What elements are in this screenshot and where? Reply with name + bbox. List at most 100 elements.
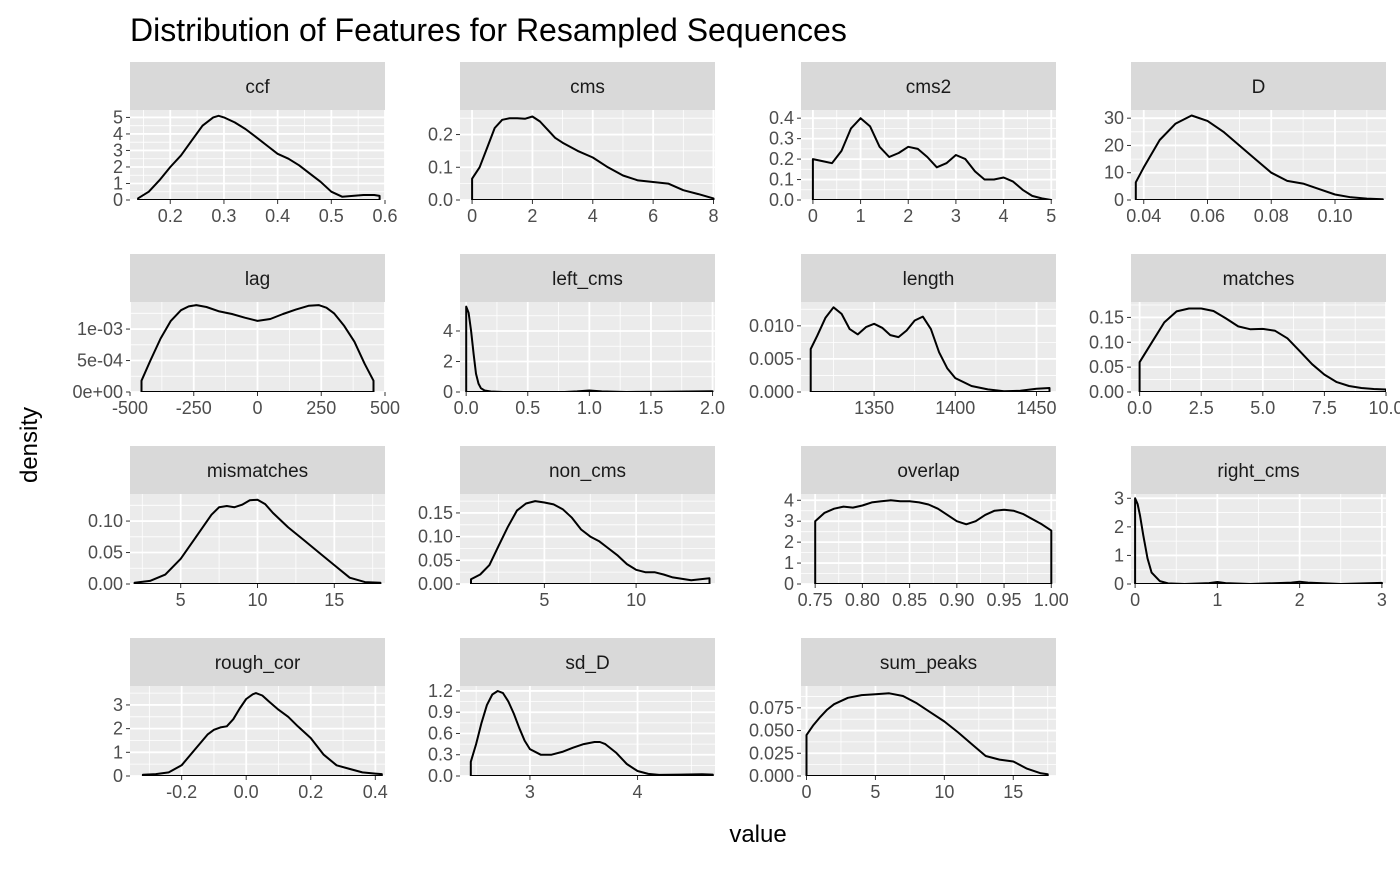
panel-content xyxy=(460,686,715,776)
y-tick-label: 0.10 xyxy=(418,527,453,547)
panel-background xyxy=(1131,302,1386,392)
x-tick-label: 0.6 xyxy=(372,206,397,226)
x-tick-label: 0.75 xyxy=(798,590,833,610)
y-tick-label: 0.15 xyxy=(418,503,453,523)
facet-panel-non-cms: non_cms 5 10 0.00 0.05 0.10 0.15 xyxy=(418,446,715,610)
density-curve xyxy=(471,115,715,200)
y-tick-label: 3 xyxy=(113,695,123,715)
facet-panel-right-cms: right_cms 0 1 2 3 0 1 2 3 xyxy=(1114,446,1387,610)
panel-background xyxy=(801,110,1056,200)
y-tick-label: 0.00 xyxy=(1089,382,1124,402)
density-curve xyxy=(141,692,383,776)
facet-strip xyxy=(801,62,1056,110)
x-tick-label: 15 xyxy=(1003,782,1023,802)
x-tick-label: 0.80 xyxy=(845,590,880,610)
x-tick-label: 10 xyxy=(247,590,267,610)
y-tick-label: 3 xyxy=(1114,488,1124,508)
x-tick-label: 3 xyxy=(1377,590,1387,610)
facet-strip-label: sum_peaks xyxy=(880,653,977,674)
x-tick-label: 1 xyxy=(1212,590,1222,610)
x-tick-label: 10 xyxy=(626,590,646,610)
y-tick-label: 30 xyxy=(1104,108,1124,128)
x-tick-label: 0 xyxy=(1130,590,1140,610)
facet-strip-label: D xyxy=(1252,77,1266,98)
facet-panel-D: D 0.04 0.06 0.08 0.10 0 10 20 30 xyxy=(1104,62,1386,226)
x-tick-label: 15 xyxy=(324,590,344,610)
panel-background xyxy=(460,686,715,776)
facet-strip xyxy=(130,254,385,302)
facet-strip xyxy=(801,254,1056,302)
x-tick-label: -250 xyxy=(176,398,212,418)
facet-strip-label: matches xyxy=(1223,269,1295,290)
x-tick-label: 1 xyxy=(856,206,866,226)
y-tick-label: 0.2 xyxy=(769,149,794,169)
facet-strip-label: cms xyxy=(570,77,605,98)
x-tick-label: 5 xyxy=(539,590,549,610)
y-tick-label: 0.0 xyxy=(428,190,453,210)
y-tick-label: 4 xyxy=(113,124,123,144)
x-tick-label: 0.0 xyxy=(1127,398,1152,418)
y-tick-label: 5e-04 xyxy=(77,351,123,371)
x-tick-label: 0 xyxy=(802,782,812,802)
facet-strip xyxy=(1131,62,1386,110)
y-tick-label: 1 xyxy=(1114,545,1124,565)
panel-content xyxy=(130,494,385,584)
panel-content xyxy=(130,302,385,392)
x-tick-label: 2.5 xyxy=(1189,398,1214,418)
x-tick-label: 1450 xyxy=(1016,398,1056,418)
x-tick-label: 10.0 xyxy=(1368,398,1400,418)
facet-panel-rough-cor: rough_cor -0.2 0.0 0.2 0.4 0 1 2 3 xyxy=(113,638,388,802)
density-curve xyxy=(470,500,711,584)
panel-background xyxy=(801,494,1056,584)
facet-strip-label: ccf xyxy=(245,77,270,98)
x-tick-label: 1350 xyxy=(854,398,894,418)
x-tick-label: 0 xyxy=(252,398,262,418)
y-tick-label: 0.00 xyxy=(88,574,123,594)
panel-content xyxy=(801,110,1056,200)
panel-content xyxy=(130,686,385,776)
y-tick-label: 0 xyxy=(113,190,123,210)
y-tick-label: 0.6 xyxy=(428,723,453,743)
x-tick-label: 1.00 xyxy=(1034,590,1069,610)
facet-strip-label: cms2 xyxy=(906,77,951,98)
y-tick-label: 10 xyxy=(1104,163,1124,183)
y-tick-label: 0.00 xyxy=(418,574,453,594)
y-tick-label: 2 xyxy=(443,351,453,371)
x-tick-label: 250 xyxy=(306,398,336,418)
density-curve xyxy=(809,306,1051,392)
y-tick-label: 0 xyxy=(1114,574,1124,594)
y-tick-label: 5 xyxy=(113,107,123,127)
y-tick-label: 1e-03 xyxy=(77,319,123,339)
x-tick-label: 0.10 xyxy=(1317,206,1352,226)
panel-content xyxy=(801,494,1056,584)
y-tick-label: 0.0 xyxy=(769,190,794,210)
facet-panel-matches: matches 0.0 2.5 5.0 7.5 10.0 0.00 0.05 0.10 0.15 xyxy=(1089,254,1400,418)
facet-strip xyxy=(801,638,1056,686)
y-tick-label: 4 xyxy=(443,321,453,341)
facet-strip xyxy=(460,638,715,686)
x-tick-label: 0.06 xyxy=(1190,206,1225,226)
y-tick-label: 0.010 xyxy=(749,316,794,336)
x-tick-label: 4 xyxy=(999,206,1009,226)
panel-content xyxy=(460,302,715,392)
facet-panel-length: length 1350 1400 1450 0.000 0.005 0.010 xyxy=(749,254,1057,418)
y-tick-label: 2 xyxy=(784,532,794,552)
density-curve xyxy=(1134,114,1384,200)
y-tick-label: 0.000 xyxy=(749,382,794,402)
y-tick-label: 0.1 xyxy=(769,170,794,190)
density-curve xyxy=(1134,497,1383,584)
x-tick-label: 0.2 xyxy=(158,206,183,226)
x-tick-label: 500 xyxy=(370,398,400,418)
y-tick-label: 1.2 xyxy=(428,681,453,701)
y-tick-label: 20 xyxy=(1104,135,1124,155)
y-tick-label: 0 xyxy=(113,766,123,786)
x-axis-title: value xyxy=(729,821,786,848)
x-tick-label: 5 xyxy=(1046,206,1056,226)
facet-strip xyxy=(801,446,1056,494)
panel-content xyxy=(460,110,715,200)
x-tick-label: -500 xyxy=(112,398,148,418)
